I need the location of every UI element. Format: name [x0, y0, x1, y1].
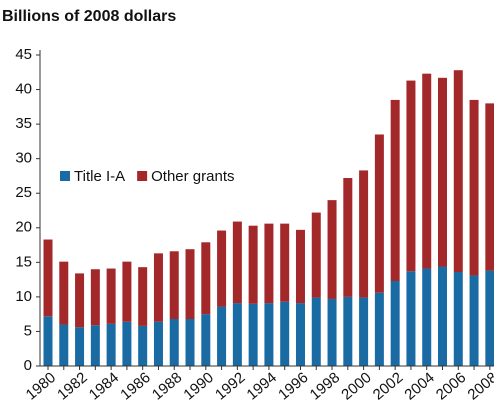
- bar-segment: [453, 272, 463, 366]
- bar-segment: [327, 200, 337, 299]
- bar-segment: [248, 303, 258, 366]
- x-tick-label: 1990: [180, 369, 216, 403]
- bar-segment: [90, 269, 100, 326]
- y-tick-label: 5: [24, 322, 32, 339]
- bar-segment: [201, 242, 211, 315]
- bar-segment: [453, 70, 463, 273]
- bar-segment: [248, 225, 258, 304]
- bar-segment: [311, 212, 321, 298]
- bar-segment: [59, 261, 69, 325]
- bar-segment: [343, 296, 353, 366]
- x-tick-label: 1986: [117, 369, 153, 403]
- y-tick-label: 0: [24, 357, 32, 374]
- legend-label: Title I-A: [74, 168, 125, 185]
- legend-swatch: [137, 171, 148, 181]
- x-tick-label: 1982: [54, 369, 90, 403]
- bar-segment: [232, 221, 242, 304]
- bar-segment: [438, 266, 447, 366]
- bar-segment: [106, 323, 116, 366]
- bar-segment: [153, 253, 163, 322]
- x-tick-label: 1988: [149, 369, 185, 403]
- x-tick-label: 1996: [275, 369, 311, 403]
- bar-segment: [169, 319, 179, 366]
- bar-segment: [327, 298, 337, 366]
- x-tick-label: 1992: [212, 369, 248, 403]
- legend-label: Other grants: [151, 168, 234, 185]
- x-tick-label: 1994: [244, 369, 280, 403]
- bar-segment: [185, 249, 195, 320]
- bar-segment: [43, 239, 53, 317]
- y-tick-label: 10: [15, 288, 32, 305]
- bar-segment: [374, 292, 384, 366]
- bar-segment: [201, 314, 211, 366]
- bar-segment: [311, 297, 321, 366]
- x-tick-label: 2000: [338, 369, 374, 403]
- bar-segment: [280, 301, 290, 366]
- y-tick-label: 40: [15, 81, 32, 98]
- y-tick-label: 15: [15, 253, 32, 270]
- x-tick-label: 1980: [23, 369, 59, 403]
- bar-segment: [122, 321, 132, 366]
- bar-segment: [75, 327, 85, 366]
- bar-segment: [359, 170, 369, 298]
- bar-segment: [406, 80, 416, 272]
- x-tick-label: 1984: [86, 369, 122, 403]
- bar-segment: [374, 134, 384, 293]
- y-tick-label: 20: [15, 219, 32, 236]
- x-tick-label: 2008: [464, 369, 494, 403]
- bar-segment: [469, 275, 479, 366]
- bar-segment: [422, 268, 432, 366]
- x-tick-label: 2004: [401, 369, 437, 403]
- bar-segment: [217, 230, 227, 307]
- bar-segment: [280, 223, 290, 302]
- bar-segment: [106, 268, 116, 324]
- bar-segment: [43, 316, 53, 366]
- bar-segment: [264, 223, 274, 304]
- bar-segment: [485, 270, 494, 366]
- bar-segment: [359, 297, 369, 366]
- bar-segment: [390, 280, 400, 366]
- bar-segment: [169, 251, 179, 320]
- bar-segment: [264, 303, 274, 366]
- bar-segment: [217, 306, 227, 366]
- bar-segment: [138, 325, 148, 366]
- bar-segment: [295, 229, 305, 304]
- y-tick-label: 25: [15, 184, 32, 201]
- x-tick-label: 2006: [433, 369, 469, 403]
- bar-segment: [138, 267, 148, 326]
- bar-segment: [90, 325, 100, 366]
- bar-segment: [422, 73, 432, 269]
- legend-swatch: [60, 171, 70, 181]
- bar-segment: [406, 271, 416, 366]
- bar-segment: [185, 319, 195, 366]
- bar-segment: [438, 77, 447, 267]
- bar-segment: [122, 261, 132, 322]
- bar-segment: [485, 103, 494, 271]
- chart-title: Billions of 2008 dollars: [2, 8, 176, 25]
- bar-segment: [153, 321, 163, 366]
- bar-segment: [295, 303, 305, 366]
- y-tick-label: 35: [15, 115, 32, 132]
- bar-segment: [75, 273, 85, 328]
- x-tick-label: 1998: [307, 369, 343, 403]
- y-tick-label: 45: [15, 46, 32, 63]
- bar-segment: [469, 99, 479, 276]
- x-tick-label: 2002: [370, 369, 406, 403]
- bar-segment: [343, 178, 353, 297]
- bar-segment: [232, 303, 242, 366]
- bar-segment: [390, 99, 400, 281]
- bar-segment: [59, 324, 69, 366]
- y-tick-label: 30: [15, 150, 32, 167]
